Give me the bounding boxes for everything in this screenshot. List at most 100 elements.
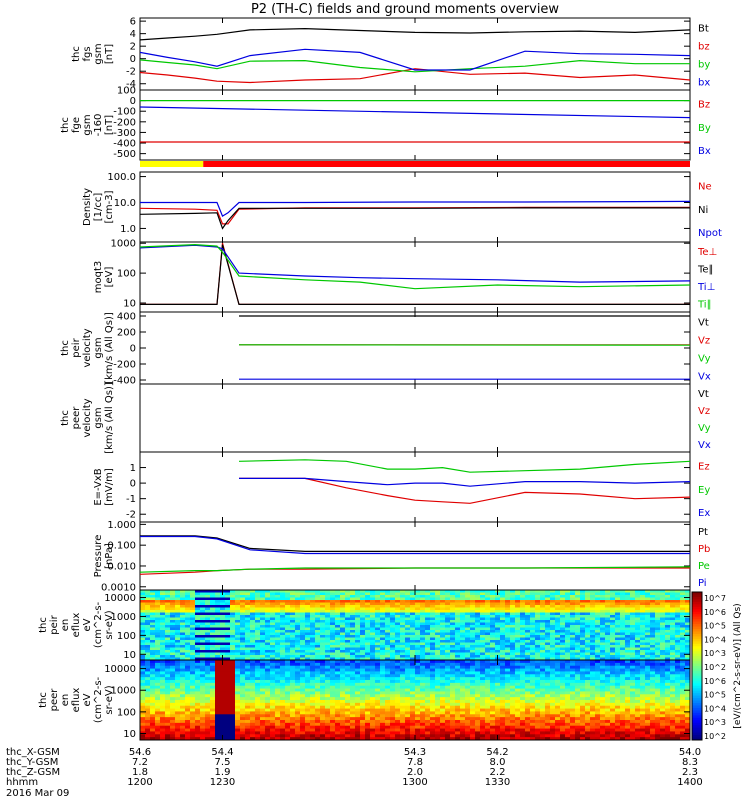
spectrogram-cell <box>250 717 256 721</box>
spectrogram-cell <box>175 685 181 689</box>
spectrogram-cell <box>300 620 306 623</box>
spectrogram-cell <box>150 617 156 621</box>
spectrogram-cell <box>220 680 226 684</box>
spectrogram-cell <box>270 657 276 661</box>
spectrogram-cell <box>605 627 611 631</box>
spectrogram-cell <box>295 668 301 672</box>
spectrogram-cell <box>345 700 351 704</box>
spectrogram-cell <box>495 625 501 628</box>
spectrogram-cell <box>295 600 301 603</box>
spectrogram-cell <box>300 662 306 667</box>
spectrogram-cell <box>200 612 206 616</box>
spectrogram-cell <box>340 731 346 735</box>
spectrogram-cell <box>295 674 301 678</box>
spectrogram-cell <box>345 671 351 675</box>
spectrogram-cell <box>340 668 346 672</box>
spectrogram-cell <box>150 605 156 608</box>
spectrogram-cell <box>660 632 666 636</box>
spectrogram-cell <box>235 635 241 638</box>
spectrogram-cell <box>155 682 161 687</box>
spectrogram-cell <box>595 607 601 611</box>
spectrogram-cell <box>295 662 301 667</box>
spectrogram-cell <box>210 677 216 681</box>
spectrogram-cell <box>270 694 276 698</box>
spectrogram-cell <box>560 615 566 618</box>
spectrogram-cell <box>515 605 521 608</box>
y-axis-label: [km/s (All Qs)] <box>104 382 115 454</box>
spectrogram-cell <box>150 671 156 675</box>
spectrogram-cell <box>320 737 326 741</box>
spectrogram-cell <box>350 728 356 732</box>
spectrogram-cell <box>295 685 301 689</box>
spectrogram-cell <box>220 597 226 601</box>
spectrogram-cell <box>390 635 396 638</box>
spectrogram-cell <box>240 717 246 721</box>
spectrogram-cell <box>630 632 636 636</box>
spectrogram-cell <box>390 650 396 653</box>
spectrogram-cell <box>625 637 631 641</box>
spectrogram-cell <box>350 674 356 678</box>
spectrogram-cell <box>630 617 636 621</box>
spectrogram-cell <box>200 662 206 667</box>
spectrogram-cell <box>480 632 486 636</box>
spectrogram-cell <box>390 640 396 643</box>
spectrogram-cell <box>140 665 146 669</box>
spectrogram-cell <box>275 711 281 715</box>
spectrogram-cell <box>180 597 186 601</box>
spectrogram-cell <box>275 694 281 698</box>
spectrogram-cell <box>195 597 201 601</box>
spectrogram-cell <box>550 640 556 643</box>
spectrogram-cell <box>680 655 686 658</box>
legend-Vz: Vz <box>698 406 710 417</box>
spectrogram-cell <box>260 694 266 698</box>
series-line-Ti⊥ <box>139 244 691 283</box>
spectrogram-cell <box>610 625 616 628</box>
spectrogram-cell <box>230 590 236 593</box>
spectrogram-cell <box>355 688 361 692</box>
spectrogram-cell <box>245 617 251 621</box>
spectrogram-cell <box>285 662 291 667</box>
spectrogram-cell <box>430 592 436 596</box>
spectrogram-cell <box>180 602 186 606</box>
spectrogram-cell <box>335 734 341 738</box>
spectrogram-cell <box>300 590 306 593</box>
spectrogram-cell <box>590 620 596 623</box>
spectrogram-cell <box>175 625 181 628</box>
spectrogram-cell <box>145 600 151 603</box>
spectrogram-cell <box>490 590 496 593</box>
spectrogram-cell <box>250 665 256 669</box>
spectrogram-cell <box>610 635 616 638</box>
spectrogram-cell <box>275 700 281 704</box>
spectrogram-cell <box>325 652 331 656</box>
spectrogram-cell <box>510 627 516 631</box>
spectrogram-cell <box>315 714 321 718</box>
spectrogram-cell <box>210 731 216 735</box>
spectrogram-cell <box>340 597 346 601</box>
spectrogram-cell <box>355 637 361 641</box>
spectrogram-cell <box>265 620 271 623</box>
spectrogram-cell <box>440 647 446 651</box>
spectrogram-cell <box>270 620 276 623</box>
spectrogram-cell <box>140 677 146 681</box>
spectrogram-cell <box>530 617 536 621</box>
spectrogram-cell <box>465 622 471 626</box>
spectrogram-cell <box>235 610 241 613</box>
spectrogram-cell <box>420 691 426 695</box>
spectrogram-cell <box>375 602 381 606</box>
spectrogram-cell <box>480 620 486 623</box>
spectrogram-cell <box>205 680 211 684</box>
spectrogram-cell <box>340 647 346 651</box>
spectrogram-cell <box>520 610 526 613</box>
spectrogram-cell <box>210 674 216 678</box>
spectrogram-cell <box>365 725 371 729</box>
spectrogram-cell <box>290 691 296 695</box>
spectrogram-cell <box>485 627 491 631</box>
spectrogram-cell <box>160 597 166 601</box>
spectrogram-cell <box>285 627 291 631</box>
spectrogram-cell <box>500 657 506 661</box>
spectrogram-cell <box>530 607 536 611</box>
spectrogram-cell <box>270 642 276 646</box>
spectrogram-cell <box>355 674 361 678</box>
spectrogram-cell <box>320 592 326 596</box>
spectrogram-cell <box>490 617 496 621</box>
